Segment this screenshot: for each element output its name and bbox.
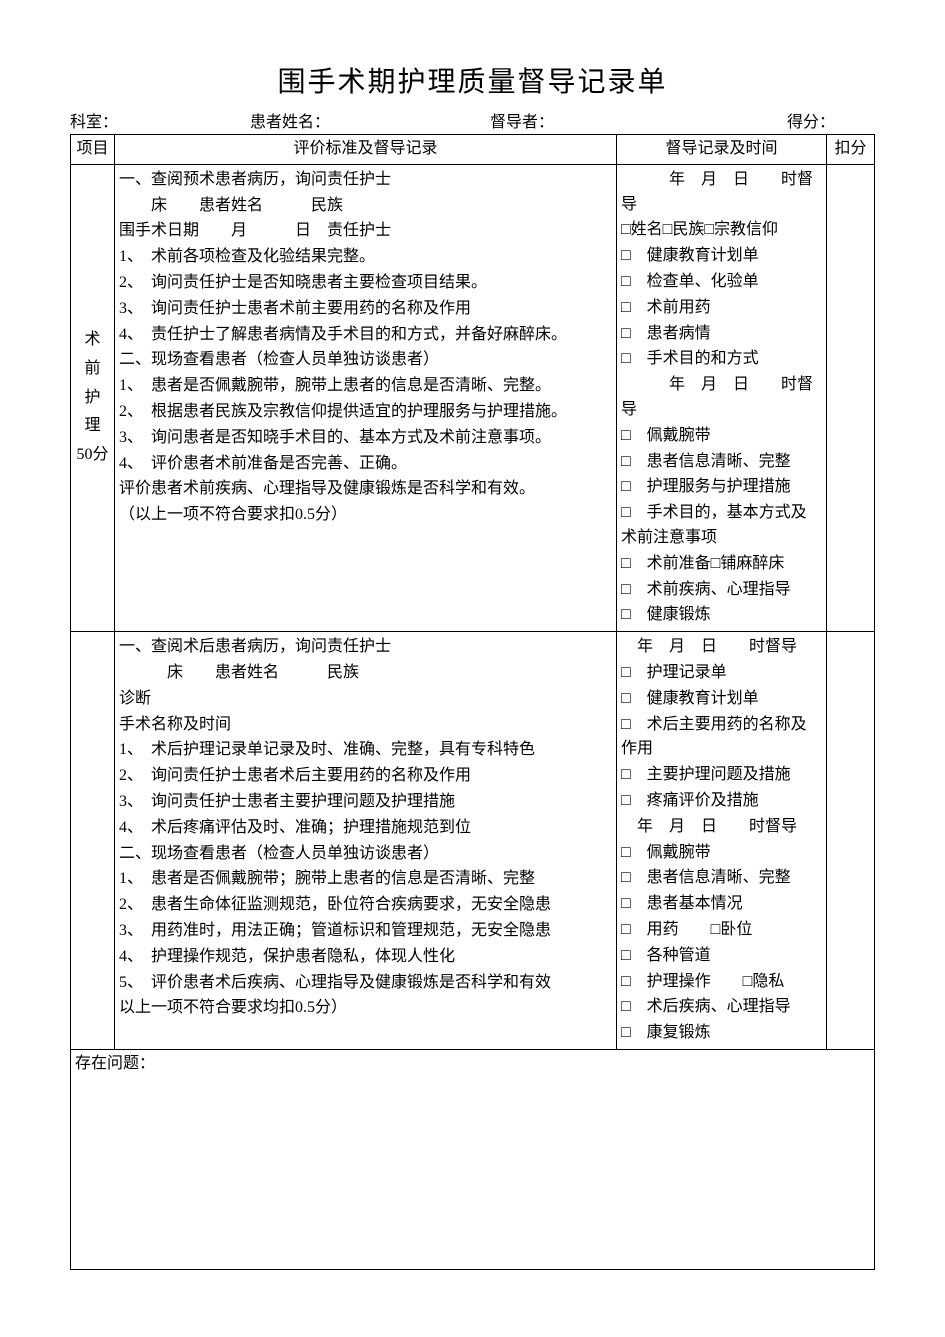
criteria-line: 4、 评价患者术前准备是否完善、正确。 [119, 452, 612, 477]
criteria-line: 4、 护理操作规范，保护患者隐私，体现人性化 [119, 945, 612, 970]
criteria-line: 2、 根据患者民族及宗教信仰提供适宜的护理服务与护理措施。 [119, 400, 612, 425]
record-line: □ 患者信息清晰、完整 [621, 450, 822, 475]
vl: 护 [75, 384, 110, 413]
section-postop-label [71, 632, 115, 1050]
record-line: □ 健康锻炼 [621, 603, 822, 628]
supervisor-label: 督导者： [490, 108, 710, 132]
record-line: □ 手术目的和方式 [621, 347, 822, 372]
section-postop-deduct[interactable] [827, 632, 875, 1050]
section-postop: 一、查阅术后患者病历，询问责任护士 床 患者姓名 民族 诊断 手术名称及时间 1… [71, 632, 875, 1050]
record-line: □ 患者基本情况 [621, 892, 822, 917]
record-line: □ 佩戴腕带 [621, 424, 822, 449]
record-line: □ 疼痛评价及措施 [621, 789, 822, 814]
record-line: □ 术前用药 [621, 296, 822, 321]
section-postop-record: 年 月 日 时督导 □ 护理记录单 □ 健康教育计划单 □ 术后主要用药的名称及… [617, 632, 827, 1050]
vl: 前 [75, 355, 110, 384]
record-line: □ 术后疾病、心理指导 [621, 995, 822, 1020]
criteria-line: 1、 患者是否佩戴腕带；腕带上患者的信息是否清晰、完整 [119, 867, 612, 892]
score-label: 得分： [710, 108, 875, 132]
form-title: 围手术期护理质量督导记录单 [70, 60, 875, 100]
record-line: 年 月 日 时督导 [621, 815, 822, 840]
criteria-line: 1、 患者是否佩戴腕带，腕带上患者的信息是否清晰、完整。 [119, 374, 612, 399]
problems-label: 存在问题： [75, 1055, 155, 1072]
record-line: 年 月 日 时督导 [621, 168, 822, 218]
th-criteria: 评价标准及督导记录 [115, 135, 617, 165]
criteria-line: 床 患者姓名 民族 [119, 194, 612, 219]
record-line: □ 健康教育计划单 [621, 687, 822, 712]
criteria-line: 3、 用药准时，用法正确；管道标识和管理规范，无安全隐患 [119, 919, 612, 944]
record-line: □ 健康教育计划单 [621, 244, 822, 269]
record-line: 年 月 日 时督导 [621, 635, 822, 660]
criteria-line: 一、查阅术后患者病历，询问责任护士 [119, 635, 612, 660]
record-line: □ 手术目的，基本方式及术前注意事项 [621, 501, 822, 551]
record-line: □ 护理记录单 [621, 661, 822, 686]
criteria-line: 1、 术前各项检查及化验结果完整。 [119, 245, 612, 270]
dept-label: 科室： [70, 108, 250, 132]
criteria-line: 手术名称及时间 [119, 713, 612, 738]
criteria-line: 二、现场查看患者（检查人员单独访谈患者） [119, 348, 612, 373]
record-line: □姓名□民族□宗教信仰 [621, 218, 822, 243]
record-line: □ 术前准备□铺麻醉床 [621, 552, 822, 577]
criteria-line: 一、查阅预术患者病历，询问责任护士 [119, 168, 612, 193]
record-line: □ 患者病情 [621, 322, 822, 347]
th-record: 督导记录及时间 [617, 135, 827, 165]
criteria-line: 5、 评价患者术后疾病、心理指导及健康锻炼是否科学和有效 [119, 971, 612, 996]
record-line: □ 术后主要用药的名称及作用 [621, 713, 822, 763]
criteria-line: 以上一项不符合要求均扣0.5分） [119, 996, 612, 1021]
th-project: 项目 [71, 135, 115, 165]
th-deduct: 扣分 [827, 135, 875, 165]
record-line: 年 月 日 时督导 [621, 373, 822, 423]
section-preop: 术 前 护 理 50分 一、查阅预术患者病历，询问责任护士 床 患者姓名 民族 … [71, 164, 875, 631]
header-row: 科室： 患者姓名： 督导者： 得分： [70, 108, 875, 132]
record-line: □ 患者信息清晰、完整 [621, 866, 822, 891]
section-preop-label: 术 前 护 理 50分 [71, 164, 115, 631]
vl: 术 [75, 326, 110, 355]
record-line: □ 主要护理问题及措施 [621, 763, 822, 788]
criteria-line: 4、 术后疼痛评估及时、准确；护理措施规范到位 [119, 816, 612, 841]
criteria-line: 4、 责任护士了解患者病情及手术目的和方式，并备好麻醉床。 [119, 323, 612, 348]
section-preop-deduct[interactable] [827, 164, 875, 631]
criteria-line: 3、 询问责任护士患者术前主要用药的名称及作用 [119, 297, 612, 322]
vl: 理 [75, 412, 110, 441]
criteria-line: 二、现场查看患者（检查人员单独访谈患者） [119, 842, 612, 867]
criteria-line: 2、 患者生命体征监测规范，卧位符合疾病要求，无安全隐患 [119, 893, 612, 918]
criteria-line: 2、 询问责任护士是否知晓患者主要检查项目结果。 [119, 271, 612, 296]
patient-label: 患者姓名： [250, 108, 490, 132]
criteria-line: 3、 询问责任护士患者主要护理问题及护理措施 [119, 790, 612, 815]
section-preop-criteria: 一、查阅预术患者病历，询问责任护士 床 患者姓名 民族 围手术日期 月 日 责任… [115, 164, 617, 631]
section-preop-record: 年 月 日 时督导 □姓名□民族□宗教信仰 □ 健康教育计划单 □ 检查单、化验… [617, 164, 827, 631]
supervision-table: 项目 评价标准及督导记录 督导记录及时间 扣分 术 前 护 理 50分 一、查阅… [70, 134, 875, 1270]
record-line: □ 检查单、化验单 [621, 270, 822, 295]
criteria-line: 3、 询问患者是否知晓手术目的、基本方式及术前注意事项。 [119, 426, 612, 451]
criteria-line: 1、 术后护理记录单记录及时、准确、完整，具有专科特色 [119, 738, 612, 763]
criteria-line: 2、 询问责任护士患者术后主要用药的名称及作用 [119, 764, 612, 789]
section-postop-criteria: 一、查阅术后患者病历，询问责任护士 床 患者姓名 民族 诊断 手术名称及时间 1… [115, 632, 617, 1050]
record-line: □ 护理操作 □隐私 [621, 970, 822, 995]
problems-row: 存在问题： [71, 1049, 875, 1269]
record-line: □ 用药 □卧位 [621, 918, 822, 943]
problems-cell[interactable]: 存在问题： [71, 1049, 875, 1269]
record-line: □ 各种管道 [621, 944, 822, 969]
criteria-line: 评价患者术前疾病、心理指导及健康锻炼是否科学和有效。 [119, 477, 612, 502]
record-line: □ 康复锻炼 [621, 1021, 822, 1046]
record-line: □ 护理服务与护理措施 [621, 475, 822, 500]
criteria-line: 床 患者姓名 民族 [119, 661, 612, 686]
criteria-line: （以上一项不符合要求扣0.5分） [119, 503, 612, 528]
record-line: □ 术前疾病、心理指导 [621, 578, 822, 603]
vl: 50分 [75, 441, 110, 470]
criteria-line: 诊断 [119, 687, 612, 712]
criteria-line: 围手术日期 月 日 责任护士 [119, 219, 612, 244]
record-line: □ 佩戴腕带 [621, 841, 822, 866]
